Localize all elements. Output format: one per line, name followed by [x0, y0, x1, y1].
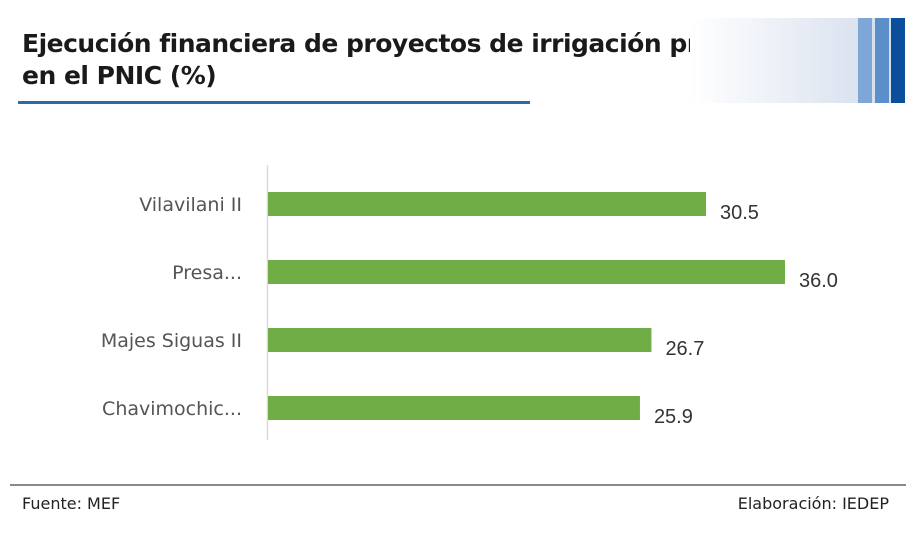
header-stripe-light — [858, 18, 872, 103]
chart-title-line-2: en el PNIC (%) — [22, 61, 217, 90]
chart-title: Ejecución financiera de proyectos de irr… — [22, 28, 842, 92]
category-label: Presa... — [172, 262, 242, 284]
bar — [268, 192, 707, 216]
data-label: 36.0 — [799, 270, 838, 292]
category-label: Chavimochic... — [102, 398, 242, 420]
data-label: 26.7 — [665, 338, 704, 360]
bar — [268, 396, 640, 420]
category-label: Vilavilani II — [139, 194, 242, 216]
title-underline — [18, 101, 530, 104]
header-stripe-dark — [891, 18, 905, 103]
data-label: 30.5 — [720, 202, 759, 224]
chart-title-line-1: Ejecución financiera de proyectos de irr… — [22, 29, 823, 58]
bar-chart: Vilavilani II 30.5 Presa... 36.0 Majes Sigua… — [101, 165, 838, 440]
header-stripe-medium — [875, 18, 889, 103]
bar — [268, 328, 652, 352]
data-label: 25.9 — [654, 406, 693, 428]
credit-note: Elaboración: IEDEP — [737, 494, 889, 513]
bar — [268, 260, 785, 284]
header-gradient-decoration — [690, 18, 905, 103]
footer-divider — [10, 484, 906, 486]
source-note: Fuente: MEF — [22, 494, 121, 513]
category-label: Majes Siguas II — [101, 330, 242, 352]
